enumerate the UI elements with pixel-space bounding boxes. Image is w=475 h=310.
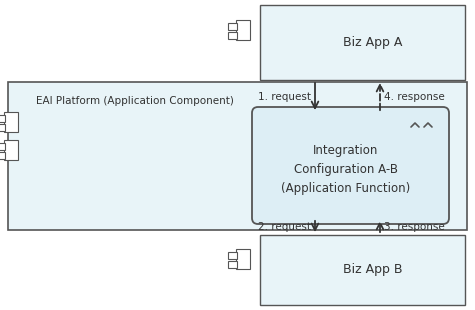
Text: Biz App B: Biz App B: [343, 264, 402, 277]
Bar: [4, 112, 18, 132]
Text: Integration
Configuration A-B
(Application Function): Integration Configuration A-B (Applicati…: [281, 144, 410, 195]
Bar: [0, 124, 5, 131]
FancyBboxPatch shape: [252, 107, 449, 224]
Text: EAI Platform (Application Component): EAI Platform (Application Component): [36, 96, 234, 106]
Bar: [4, 140, 18, 160]
Text: 2. request: 2. request: [258, 222, 311, 232]
Bar: [260, 5, 465, 80]
Bar: [236, 249, 250, 269]
Bar: [0, 115, 5, 122]
Bar: [228, 32, 237, 39]
Text: 1. request: 1. request: [258, 91, 311, 101]
Text: Biz App A: Biz App A: [343, 36, 402, 49]
Bar: [0, 143, 5, 150]
Text: 3. response: 3. response: [384, 222, 445, 232]
Text: 4. response: 4. response: [384, 91, 445, 101]
Bar: [236, 20, 250, 40]
Bar: [260, 235, 465, 305]
Bar: [228, 261, 237, 268]
Bar: [228, 252, 237, 259]
Bar: [0, 152, 5, 159]
Bar: [8, 82, 467, 230]
Bar: [228, 23, 237, 30]
